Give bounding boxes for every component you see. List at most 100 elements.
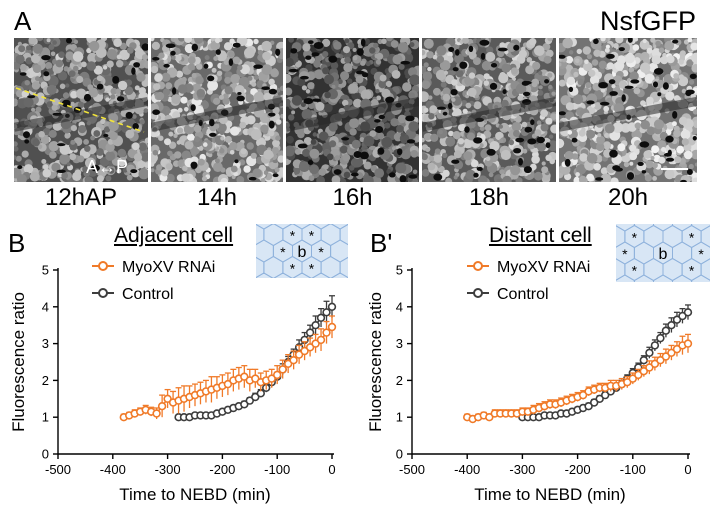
data-point: [322, 308, 331, 317]
inset-neighbor-mark: *: [698, 246, 704, 262]
data-point: [223, 379, 233, 389]
inset-neighbor-mark: *: [632, 230, 638, 246]
x-tick-label: -100: [620, 462, 646, 477]
micrograph-18h: [422, 38, 556, 182]
data-point: [311, 339, 320, 348]
chart-distant: 0 1 2 3 4 5 -500 -400 -300 -200 -100 0 Time to NEBD …: [366, 224, 710, 504]
x-tick-label: -200: [209, 462, 235, 477]
data-point: [661, 352, 671, 361]
x-tick-label: -500: [399, 462, 425, 477]
x-tick-label: 0: [684, 462, 691, 477]
data-point: [650, 341, 660, 350]
chart-title-distant: Distant cell: [489, 224, 592, 247]
inset-neighbor-mark: *: [632, 263, 638, 279]
y-tick-label: 1: [42, 410, 49, 425]
data-point: [595, 394, 604, 403]
x-tick-label: -400: [454, 462, 480, 477]
data-point: [672, 344, 682, 354]
legend-marker: [473, 288, 483, 298]
data-point: [634, 370, 643, 380]
data-point: [656, 333, 665, 343]
y-tick-label: 5: [396, 263, 403, 278]
data-point: [152, 409, 161, 418]
data-point: [672, 315, 682, 324]
data-point: [678, 311, 687, 321]
protein-title: NsfGFP: [600, 6, 697, 36]
x-tick-label: -300: [509, 462, 535, 477]
y-tick-label: 0: [42, 447, 49, 462]
micrograph-16h: [286, 38, 419, 182]
data-point: [300, 346, 309, 356]
y-axis-label: Fluorescence ratio: [9, 292, 28, 432]
y-tick-label: 5: [42, 263, 49, 278]
data-point: [316, 335, 326, 345]
data-point: [661, 326, 671, 335]
hex-grid: [616, 224, 710, 282]
x-tick-label: -300: [155, 462, 181, 477]
data-point: [322, 328, 331, 337]
series-rnai: [119, 315, 337, 422]
y-tick-label: 1: [396, 410, 403, 425]
data-point: [251, 392, 260, 402]
legend-label: MyoXV RNAi: [497, 259, 590, 276]
legend-label: Control: [122, 286, 174, 303]
data-point: [683, 339, 693, 348]
timepoint-label-14h: 14h: [196, 184, 238, 211]
data-point: [240, 372, 249, 381]
x-tick-label: -400: [100, 462, 126, 477]
data-point: [656, 356, 665, 365]
legend-label: Control: [497, 286, 549, 303]
inset-neighbor-mark: *: [689, 263, 695, 279]
data-point: [273, 370, 282, 380]
y-tick-label: 2: [396, 373, 403, 388]
timepoint-label-16h: 16h: [332, 184, 373, 211]
data-point: [316, 313, 326, 322]
y-tick-label: 4: [396, 299, 403, 314]
x-axis-label: Time to NEBD (min): [119, 485, 270, 504]
data-point: [305, 328, 315, 337]
legend-label: MyoXV RNAi: [122, 259, 215, 276]
inset-neighbor-mark: *: [290, 261, 296, 277]
inset-neighbor-mark: *: [309, 228, 315, 244]
data-point: [327, 322, 337, 332]
timepoint-label-12h: 12hAP: [44, 184, 118, 211]
series-control: [174, 295, 337, 422]
data-point: [163, 394, 172, 403]
data-point: [584, 402, 593, 411]
data-point: [645, 363, 654, 372]
inset-neighbor-mark: *: [689, 230, 695, 246]
x-tick-label: -200: [565, 462, 591, 477]
data-point: [327, 302, 337, 311]
micrograph-12h: [14, 38, 148, 182]
data-point: [645, 348, 654, 357]
panel-letter-b-prime: B': [370, 228, 393, 258]
legend-marker: [473, 261, 483, 271]
data-point: [289, 356, 298, 365]
panel-letter-a: A: [14, 6, 32, 36]
inset-neighbor-mark: *: [318, 244, 324, 260]
inset-neighbor-mark: *: [309, 261, 315, 277]
inset-neighbor-mark: *: [280, 244, 286, 260]
data-point: [485, 413, 494, 422]
x-tick-label: -100: [264, 462, 290, 477]
y-tick-label: 3: [396, 336, 403, 351]
micrograph-14h: [151, 38, 283, 182]
legend-marker: [98, 288, 108, 298]
series-control: [518, 304, 693, 422]
data-point: [240, 400, 249, 409]
hex-grid: [256, 224, 348, 278]
chart-adjacent: 0 1 2 3 4 5 -500 -400 -300 -200 -100 0 Time to NEBD …: [9, 224, 348, 504]
series-rnai: [463, 333, 693, 424]
y-tick-label: 4: [42, 299, 49, 314]
chart-title-adjacent: Adjacent cell: [114, 224, 234, 247]
x-tick-label: -500: [45, 462, 71, 477]
data-point: [589, 398, 599, 407]
scale-bar: [661, 168, 688, 170]
inset-neighbor-mark: *: [290, 228, 296, 244]
panel-letter-b: B: [8, 228, 26, 258]
data-point: [667, 348, 676, 357]
inset-schematic-distant: b* ** ** *: [616, 224, 710, 282]
data-point: [639, 356, 648, 365]
data-point: [267, 374, 276, 383]
data-point: [311, 321, 320, 330]
